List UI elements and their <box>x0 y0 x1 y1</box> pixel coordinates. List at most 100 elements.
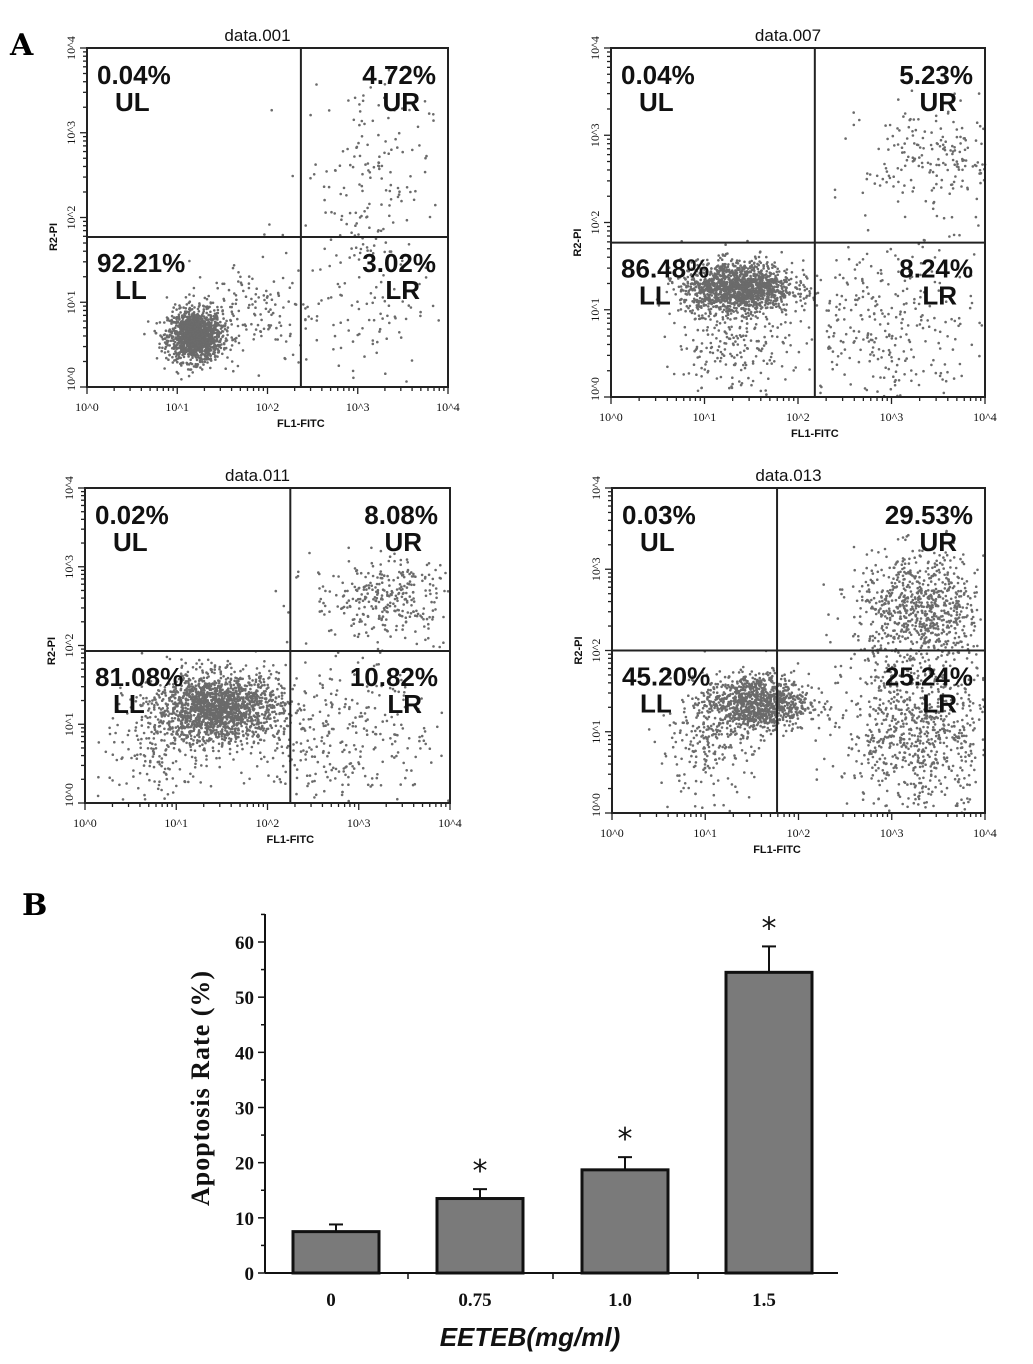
event-dot <box>844 137 847 140</box>
event-dot <box>175 317 178 321</box>
event-dot <box>707 262 710 265</box>
event-dot <box>748 283 752 287</box>
event-dot <box>944 140 947 143</box>
event-dot <box>911 160 915 163</box>
event-dot <box>776 326 779 329</box>
event-dot <box>188 306 192 310</box>
event-dot <box>219 320 222 324</box>
event-dot <box>946 370 949 374</box>
event-dot <box>770 362 773 365</box>
event-dot <box>254 718 257 722</box>
flow-plot-data-001: 10^010^010^110^110^210^210^310^310^410^4… <box>48 26 460 430</box>
event-dot <box>873 182 877 185</box>
event-dot <box>696 281 700 284</box>
event-dot <box>325 170 328 173</box>
event-dot <box>922 238 926 242</box>
event-dot <box>712 284 716 288</box>
event-dot <box>268 223 271 226</box>
event-dot <box>206 351 209 355</box>
event-dot <box>802 259 805 262</box>
event-dot <box>939 127 943 130</box>
event-dot <box>380 164 384 168</box>
event-dot <box>393 315 397 319</box>
event-dot <box>838 302 842 306</box>
event-dot <box>922 147 925 150</box>
event-dot <box>776 285 779 289</box>
event-dot <box>198 356 202 360</box>
event-dot <box>196 363 199 366</box>
event-dot <box>888 123 892 127</box>
event-dot <box>190 346 193 349</box>
event-dot <box>685 285 688 289</box>
event-dot <box>192 713 196 717</box>
event-dot <box>789 344 792 347</box>
event-dot <box>732 343 735 347</box>
event-dot <box>847 257 851 261</box>
event-dot <box>906 324 910 327</box>
event-dot <box>187 325 191 328</box>
event-dot <box>356 300 359 304</box>
event-dot <box>793 294 796 297</box>
event-dot <box>721 253 725 256</box>
event-dot <box>742 363 745 367</box>
event-dot <box>209 366 212 370</box>
event-dot <box>264 307 268 311</box>
event-dot <box>397 193 401 196</box>
event-dot <box>743 267 746 271</box>
event-dot <box>428 215 432 219</box>
event-dot <box>212 740 215 743</box>
event-dot <box>153 329 156 333</box>
event-dot <box>377 161 381 165</box>
event-dot <box>846 283 850 286</box>
event-dot <box>760 294 764 298</box>
event-dot <box>722 272 725 276</box>
event-dot <box>158 346 161 349</box>
event-dot <box>237 271 240 274</box>
event-dot <box>226 326 230 329</box>
event-dot <box>867 308 870 312</box>
event-dot <box>667 266 671 270</box>
event-dot <box>882 376 886 380</box>
event-dot <box>183 334 186 337</box>
event-dot <box>743 361 747 365</box>
event-dot <box>208 335 211 338</box>
event-dot <box>380 177 384 180</box>
event-dot <box>700 350 703 353</box>
event-dot <box>858 261 861 264</box>
event-dot <box>723 286 726 290</box>
event-dot <box>265 296 269 299</box>
event-dot <box>918 156 921 159</box>
event-dot <box>697 291 701 294</box>
quadrant-label-lr: LR <box>385 275 420 305</box>
event-dot <box>365 216 368 219</box>
event-dot <box>251 303 254 306</box>
event-dot <box>305 358 308 361</box>
event-dot <box>418 282 421 286</box>
event-dot <box>216 286 219 290</box>
event-dot <box>173 344 177 347</box>
event-dot <box>230 323 233 326</box>
event-dot <box>163 351 167 354</box>
event-dot <box>203 357 207 361</box>
event-dot <box>752 279 756 283</box>
event-dot <box>338 285 341 289</box>
event-dot <box>715 320 719 323</box>
event-dot <box>751 360 755 363</box>
event-dot <box>955 135 959 139</box>
event-dot <box>935 214 939 218</box>
event-dot <box>948 192 951 195</box>
event-dot <box>257 685 260 689</box>
event-dot <box>230 360 234 363</box>
event-dot <box>910 369 913 372</box>
event-dot <box>777 270 781 273</box>
event-dot <box>165 296 169 299</box>
event-dot <box>249 752 253 755</box>
event-dot <box>719 289 722 293</box>
event-dot <box>315 83 318 86</box>
quadrant-label-ul: UL <box>115 87 150 117</box>
event-dot <box>365 246 369 249</box>
event-dot <box>754 287 758 290</box>
event-dot <box>241 349 245 352</box>
event-dot <box>963 164 967 168</box>
event-dot <box>958 150 962 154</box>
